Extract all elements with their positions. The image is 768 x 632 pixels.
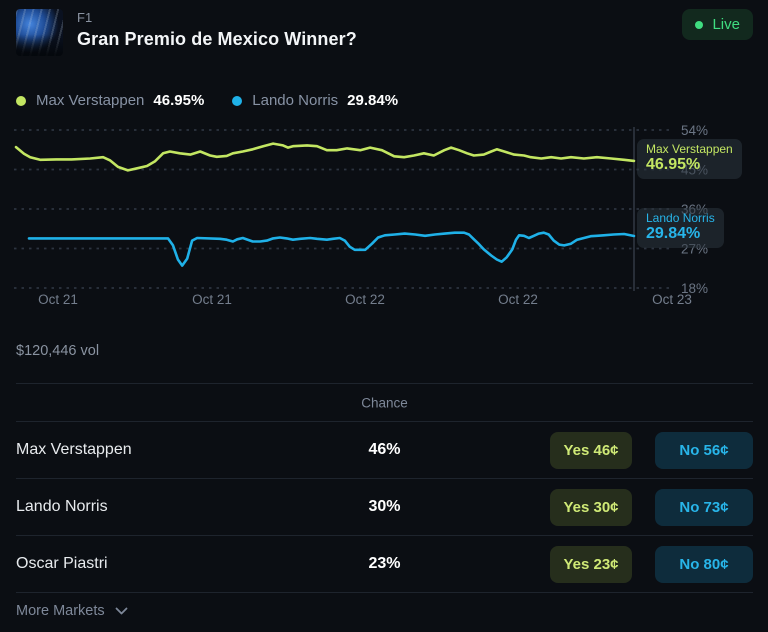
legend-dot-lando-norris-icon bbox=[232, 95, 243, 106]
live-dot-icon bbox=[695, 20, 704, 29]
outcomes-table: Chance Max Verstappen 46% Yes 46¢ No 56¢… bbox=[16, 383, 753, 593]
x-tick-label: Oct 21 bbox=[192, 292, 232, 307]
no-button[interactable]: No 56¢ bbox=[655, 431, 753, 469]
x-tick-label: Oct 22 bbox=[345, 292, 385, 307]
yes-button[interactable]: Yes 46¢ bbox=[550, 431, 632, 469]
outcome-name: Oscar Piastri bbox=[16, 555, 108, 572]
tooltip-max-verstappen: Max Verstappen 46.95% bbox=[637, 139, 742, 180]
chevron-down-icon bbox=[115, 607, 128, 614]
x-tick-label: Oct 23 bbox=[652, 292, 692, 307]
series-line-max-verstappen bbox=[14, 142, 636, 172]
page-title: Gran Premio de Mexico Winner? bbox=[77, 29, 357, 49]
volume-label: $120,446 vol bbox=[16, 343, 100, 359]
more-markets-label: More Markets bbox=[16, 603, 105, 619]
tooltip-lando-norris-value: 29.84% bbox=[646, 225, 701, 243]
legend-dot-max-verstappen-icon bbox=[16, 95, 26, 106]
category-label: F1 bbox=[77, 10, 93, 25]
market-thumbnail bbox=[16, 9, 63, 56]
table-row: Lando Norris 30% Yes 30¢ No 73¢ bbox=[16, 479, 753, 536]
tooltip-lando-norris-name: Lando Norris bbox=[646, 211, 715, 225]
table-header-row: Chance bbox=[16, 384, 753, 422]
legend-name-lando-norris: Lando Norris bbox=[252, 92, 339, 109]
outcome-name: Lando Norris bbox=[16, 498, 108, 515]
live-badge: Live bbox=[682, 9, 753, 40]
chance-column-header: Chance bbox=[361, 395, 408, 410]
title-block: F1 Gran Premio de Mexico Winner? bbox=[77, 9, 357, 50]
chart-legend: Max Verstappen 46.95% Lando Norris 29.84… bbox=[16, 92, 398, 109]
table-row: Max Verstappen 46% Yes 46¢ No 56¢ bbox=[16, 422, 753, 479]
outcome-name: Max Verstappen bbox=[16, 441, 132, 458]
legend-value-max-verstappen: 46.95% bbox=[153, 92, 205, 109]
table-row: Oscar Piastri 23% Yes 23¢ No 80¢ bbox=[16, 536, 753, 593]
tooltip-lando-norris: Lando Norris 29.84% bbox=[637, 208, 724, 249]
y-tick-label: 54% bbox=[681, 123, 708, 138]
y-tick-label: 18% bbox=[681, 281, 708, 296]
market-header: F1 Gran Premio de Mexico Winner? Live bbox=[16, 9, 753, 56]
no-button[interactable]: No 80¢ bbox=[655, 545, 753, 583]
legend-name-max-verstappen: Max Verstappen bbox=[36, 92, 145, 109]
series-line-lando-norris bbox=[27, 231, 636, 267]
tooltip-max-verstappen-name: Max Verstappen bbox=[646, 142, 733, 156]
more-markets-toggle[interactable]: More Markets bbox=[16, 603, 128, 619]
x-tick-label: Oct 22 bbox=[498, 292, 538, 307]
yes-button[interactable]: Yes 23¢ bbox=[550, 545, 632, 583]
yes-button[interactable]: Yes 30¢ bbox=[550, 488, 632, 526]
tooltip-max-verstappen-value: 46.95% bbox=[646, 156, 701, 174]
legend-value-lando-norris: 29.84% bbox=[347, 92, 399, 109]
x-tick-label: Oct 21 bbox=[38, 292, 78, 307]
no-button[interactable]: No 73¢ bbox=[655, 488, 753, 526]
live-badge-label: Live bbox=[712, 16, 740, 33]
